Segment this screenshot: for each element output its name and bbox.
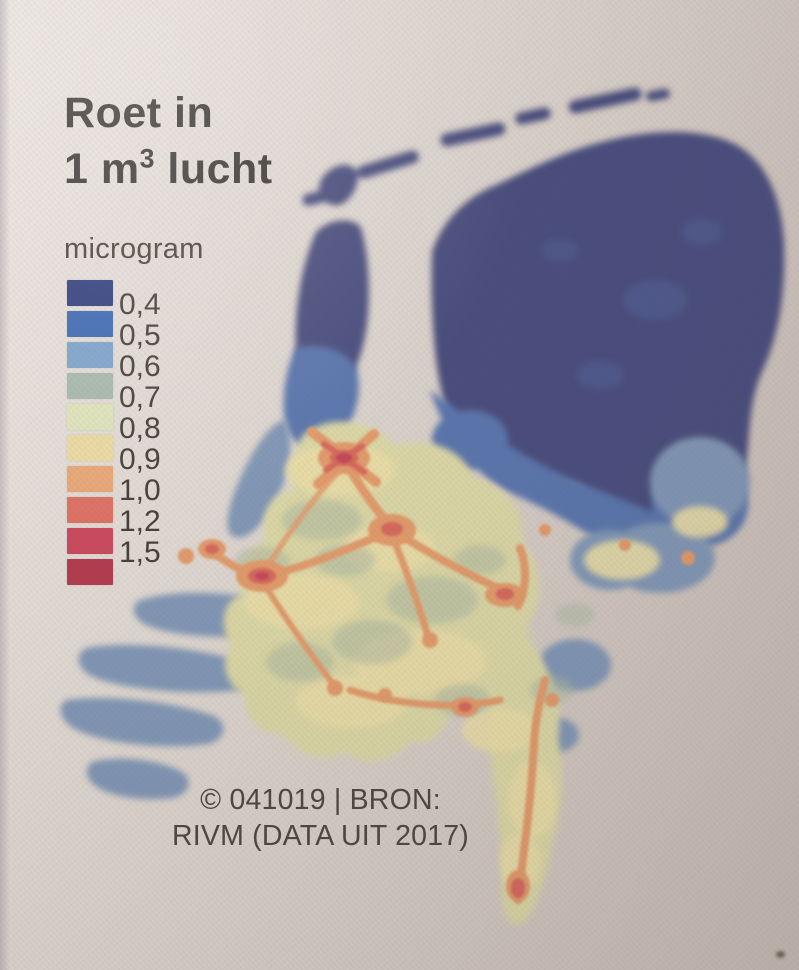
legend-value: 0,4 [119,288,161,321]
legend-item: 0,4 [67,280,161,320]
map-shape [576,361,624,389]
map-shape [542,239,578,261]
map-city-core [336,453,352,463]
map-shape [86,758,189,800]
legend-unit-label: microgram [64,233,204,265]
map-city-core [255,572,269,580]
legend-item: 0,6 [67,342,161,382]
legend-value: 0,7 [119,381,161,414]
map-shape [227,420,291,538]
legend-value: 0,8 [119,412,161,445]
map-hotspot [545,693,559,707]
source-attribution: © 041019 | BRON: RIVM (DATA UIT 2017) [148,783,493,855]
paper-speck [776,951,785,958]
title-line2-post: lucht [154,145,273,194]
map-city-core [205,544,219,554]
legend-item: 1,5 [67,528,161,568]
legend-value: 0,9 [119,443,161,476]
legend-value: 0,6 [119,350,161,383]
legend-value: 1,2 [119,505,161,538]
map-city-core [381,522,403,536]
map-road [265,587,336,687]
map-shape [623,280,687,320]
legend: 0,4 0,5 0,6 0,7 0,8 0,9 1,0 1,2 [67,280,161,585]
map-road [265,467,343,569]
map-hotspot [378,688,392,702]
attribution-line2: RIVM (DATA UIT 2017) [172,819,469,852]
legend-value: 0,5 [119,319,161,352]
map-shape [296,676,408,728]
map-road [346,686,504,709]
map-shape [568,87,642,114]
map-shape [650,437,750,527]
legend-item: 0,5 [67,311,161,351]
map-shape [462,708,538,752]
map-shape [672,506,728,538]
map-city-core [458,702,472,712]
legend-swatch [67,435,113,461]
map-shape [682,219,722,245]
legend-item: 0,9 [67,435,161,475]
legend-swatch [67,342,113,368]
title-cubed-sup: 3 [139,143,155,174]
map-road [392,541,432,640]
legend-swatch [67,528,113,554]
legend-swatch [67,311,113,337]
legend-value: 1,0 [119,474,161,507]
map-shape [356,150,419,179]
map-shape [386,576,478,624]
map-hotspot [178,548,194,564]
legend-item: 0,7 [67,373,161,413]
legend-swatch [67,559,113,585]
map-shape [515,107,551,125]
map-hotspot [327,680,343,696]
title-line2-pre: 1 m [64,145,140,194]
map-hotspot [619,539,631,551]
map-cores-red-fill [205,450,525,898]
map-hotspot [539,524,551,536]
legend-swatch [67,373,113,399]
map-shape [332,620,412,664]
map-shape [584,540,660,580]
map-city-core [496,588,514,600]
legend-item [67,559,161,585]
title-line2: 1 m3 lucht [64,143,273,194]
map-city-core [511,878,525,898]
map-shape [78,644,255,693]
map-hotspot [422,632,438,648]
map-shape [60,697,224,747]
map-shape [319,164,358,206]
legend-swatch [67,466,113,492]
map-hotspot [681,551,695,565]
map-shape [646,88,670,102]
map-shape [555,603,595,627]
map-shape [440,122,506,147]
legend-item: 1,2 [67,497,161,537]
map-shape [266,642,334,682]
map-shape [282,500,362,540]
legend-swatch [67,404,113,430]
legend-item: 1,0 [67,466,161,506]
attribution-line1: © 041019 | BRON: [200,784,441,816]
legend-value: 1,5 [119,536,161,569]
title-line1: Roet in [64,89,214,137]
legend-item: 0,8 [67,404,161,444]
map-shape [430,390,695,558]
legend-swatch [67,280,113,306]
map-shape [454,545,506,575]
map-cores-darkred [255,453,352,580]
legend-swatch [67,497,113,523]
page-title: Roet in 1 m3 lucht [64,86,273,198]
